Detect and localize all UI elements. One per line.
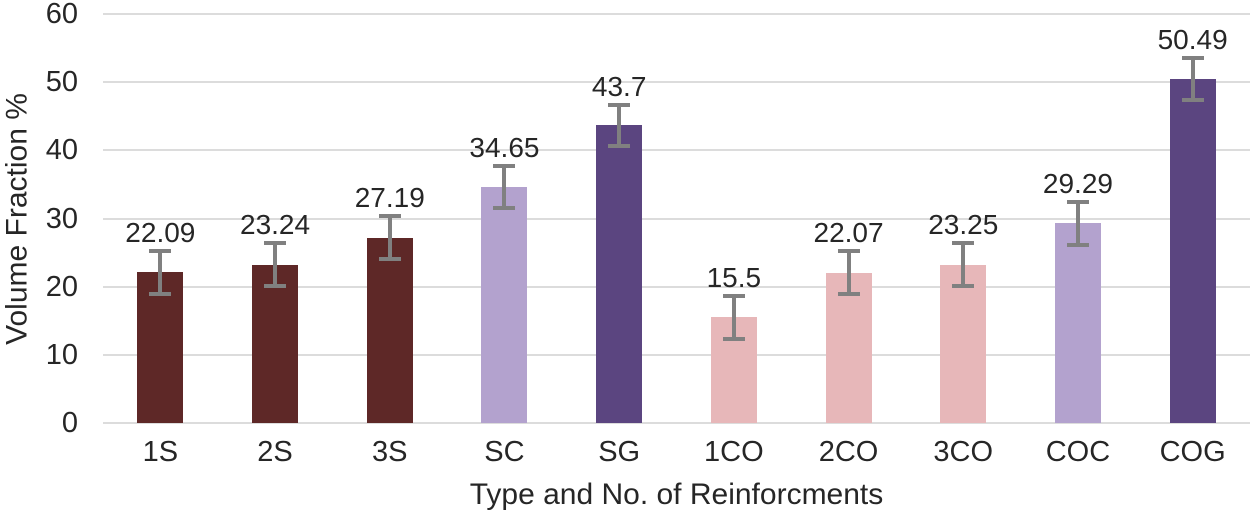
error-bar-line [731, 294, 736, 341]
error-bar-cap-bottom [264, 283, 287, 288]
error-bar-cap-bottom [722, 336, 745, 341]
bar [825, 272, 872, 423]
error-bar-cap-top [1066, 200, 1089, 205]
error-bar-cap-top [722, 294, 745, 299]
error-bar-line [961, 241, 966, 288]
error-bar-cap-top [952, 241, 975, 246]
value-label: 23.24 [240, 209, 311, 241]
error-bar-line [502, 163, 507, 210]
error-bar-line [273, 241, 278, 288]
gridline [103, 353, 1250, 356]
y-tick-label: 40 [45, 134, 78, 167]
y-tick-label: 0 [61, 407, 78, 439]
bar [1169, 78, 1216, 423]
x-axis-title: Type and No. of Reinforcments [469, 478, 884, 511]
value-label: 29.29 [1042, 168, 1113, 200]
x-tick-label: SG [598, 436, 641, 468]
error-bar-cap-bottom [493, 205, 516, 210]
bar [137, 272, 184, 423]
x-tick-label: 1CO [704, 436, 764, 468]
x-tick-label: SC [484, 436, 525, 468]
value-label: 15.5 [706, 262, 762, 294]
x-tick-label: 2S [257, 436, 293, 468]
error-bar-cap-bottom [952, 283, 975, 288]
value-label: 27.19 [354, 182, 425, 214]
gridline [103, 13, 1250, 15]
bar [1054, 223, 1101, 423]
error-bar-cap-bottom [608, 143, 631, 148]
gridline [103, 285, 1250, 288]
value-label: 43.7 [591, 70, 647, 102]
bar [252, 264, 299, 423]
error-bar-cap-top [264, 241, 287, 246]
bar [481, 186, 528, 423]
error-bar-line [387, 214, 392, 261]
error-bar-line [1075, 200, 1080, 247]
error-bar-cap-top [378, 214, 401, 219]
error-bar-line [158, 249, 163, 296]
error-bar-cap-bottom [1181, 98, 1204, 102]
y-tick-label: 30 [45, 202, 78, 235]
x-tick-label: COC [1045, 436, 1111, 468]
y-tick-label: 10 [45, 338, 78, 371]
value-label: 23.25 [928, 209, 999, 241]
value-label: 22.09 [125, 217, 196, 249]
error-bar-line [1190, 55, 1195, 102]
gridline [103, 149, 1250, 152]
bar [940, 264, 987, 423]
error-bar-cap-top [608, 102, 631, 107]
gridline [103, 81, 1250, 84]
bar [596, 125, 643, 423]
bar [366, 237, 413, 423]
error-bar-cap-top [837, 249, 860, 254]
gridline [103, 422, 1250, 424]
x-tick-label: COG [1159, 436, 1226, 468]
error-bar-cap-bottom [378, 256, 401, 261]
error-bar-line [617, 102, 622, 148]
error-bar-cap-top [1181, 55, 1204, 60]
y-tick-label: 20 [45, 270, 78, 303]
x-tick-label: 3S [372, 436, 408, 468]
error-bar-cap-bottom [837, 291, 860, 296]
error-bar-line [846, 249, 851, 296]
gridline [103, 217, 1250, 220]
error-bar-cap-top [149, 249, 172, 254]
error-bar-cap-bottom [1066, 242, 1089, 247]
value-label: 34.65 [469, 131, 540, 163]
y-tick-label: 60 [45, 0, 78, 30]
value-label: 50.49 [1157, 23, 1228, 55]
error-bar-cap-bottom [149, 291, 172, 296]
x-tick-label: 1S [142, 436, 179, 468]
error-bar-cap-top [493, 163, 516, 168]
x-tick-label: 3CO [933, 436, 994, 468]
value-label: 22.07 [813, 217, 884, 249]
y-tick-label: 50 [45, 66, 78, 99]
x-tick-label: 2CO [818, 436, 879, 468]
